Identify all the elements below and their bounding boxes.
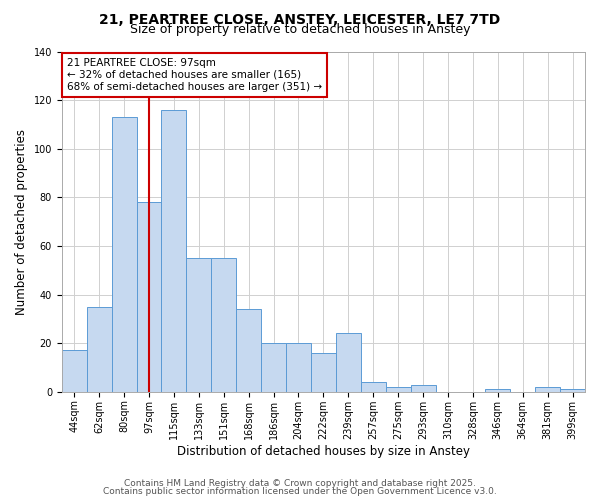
Bar (86, 306, 112, 392)
Bar (187, 258, 211, 392)
Bar (410, 384, 436, 392)
Bar (361, 382, 386, 392)
Bar (236, 309, 261, 392)
Bar (386, 387, 410, 392)
X-axis label: Distribution of detached houses by size in Anstey: Distribution of detached houses by size … (177, 444, 470, 458)
Bar (112, 117, 137, 392)
Text: 21, PEARTREE CLOSE, ANSTEY, LEICESTER, LE7 7TD: 21, PEARTREE CLOSE, ANSTEY, LEICESTER, L… (100, 12, 500, 26)
Bar (336, 334, 361, 392)
Bar (261, 343, 286, 392)
Bar (137, 202, 161, 392)
Text: Contains HM Land Registry data © Crown copyright and database right 2025.: Contains HM Land Registry data © Crown c… (124, 478, 476, 488)
Bar (535, 387, 560, 392)
Y-axis label: Number of detached properties: Number of detached properties (15, 128, 28, 314)
Bar (62, 350, 86, 392)
Bar (311, 353, 336, 392)
Bar (161, 110, 187, 392)
Text: 21 PEARTREE CLOSE: 97sqm
← 32% of detached houses are smaller (165)
68% of semi-: 21 PEARTREE CLOSE: 97sqm ← 32% of detach… (67, 58, 322, 92)
Bar (286, 343, 311, 392)
Bar (211, 258, 236, 392)
Text: Size of property relative to detached houses in Anstey: Size of property relative to detached ho… (130, 22, 470, 36)
Text: Contains public sector information licensed under the Open Government Licence v3: Contains public sector information licen… (103, 487, 497, 496)
Bar (485, 390, 510, 392)
Bar (560, 390, 585, 392)
